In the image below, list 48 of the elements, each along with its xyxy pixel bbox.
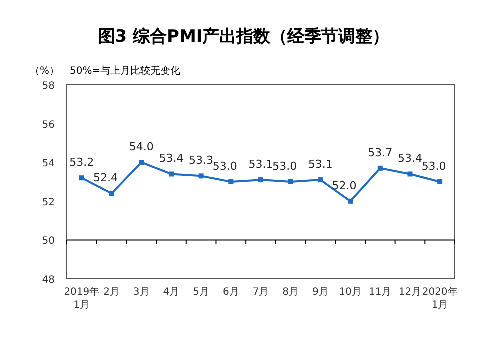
point	[109, 191, 114, 196]
x-tick-label: 3月	[133, 287, 150, 298]
point	[348, 198, 354, 204]
x-tick-label: 6月	[222, 287, 240, 298]
point	[258, 178, 264, 183]
data-label: 53.3	[189, 154, 214, 168]
x-tick-label: 11月	[369, 287, 392, 298]
data-label: 53.2	[70, 156, 94, 170]
data-label: 53.0	[422, 160, 446, 173]
point	[79, 176, 84, 181]
y-tick-label: 52	[42, 197, 55, 208]
data-label: 53.0	[212, 160, 238, 173]
x-tick-label: 2020年 1月	[422, 286, 458, 311]
point	[168, 172, 174, 177]
point	[438, 180, 443, 184]
y-tick-label: 54	[42, 158, 55, 170]
x-tick-label: 5月	[193, 287, 210, 298]
y-tick-label: 48	[42, 275, 55, 286]
point	[198, 174, 204, 179]
data-label: 53.7	[368, 146, 393, 160]
x-tick-label: 2月	[104, 287, 120, 298]
text: 50%=与上月比较无变化	[70, 65, 181, 77]
data-label: 52.4	[94, 172, 118, 185]
chart-title: 图3 综合PMI产出指数（经季节调整）	[98, 27, 390, 47]
y-tick-label: 56	[42, 120, 55, 131]
point	[228, 180, 234, 184]
data-label: 54.0	[129, 140, 154, 154]
data-label: 53.1	[308, 158, 333, 172]
data-label: 53.4	[159, 152, 184, 166]
x-tick-label: 7月	[252, 287, 270, 298]
x-tick-label: 10月	[339, 287, 362, 298]
point	[378, 166, 383, 171]
data-label: 53.1	[248, 158, 274, 172]
x-tick-label: 2019年 1月	[64, 286, 100, 311]
x-tick-label: 4月	[163, 287, 180, 298]
y-tick-label: 50	[42, 236, 55, 248]
y-axis-title: （%）	[30, 66, 60, 77]
data-label: 52.0	[332, 179, 357, 192]
y-tick-label: 58	[42, 81, 55, 92]
point	[139, 160, 144, 166]
data-label: 53.0	[272, 160, 298, 173]
point	[288, 180, 294, 184]
point	[408, 172, 413, 177]
x-tick-label: 8月	[282, 287, 300, 298]
data-label: 53.4	[398, 152, 422, 166]
x-tick-label: 12月	[398, 287, 422, 298]
point	[318, 178, 324, 183]
x-tick-label: 9月	[312, 287, 329, 298]
